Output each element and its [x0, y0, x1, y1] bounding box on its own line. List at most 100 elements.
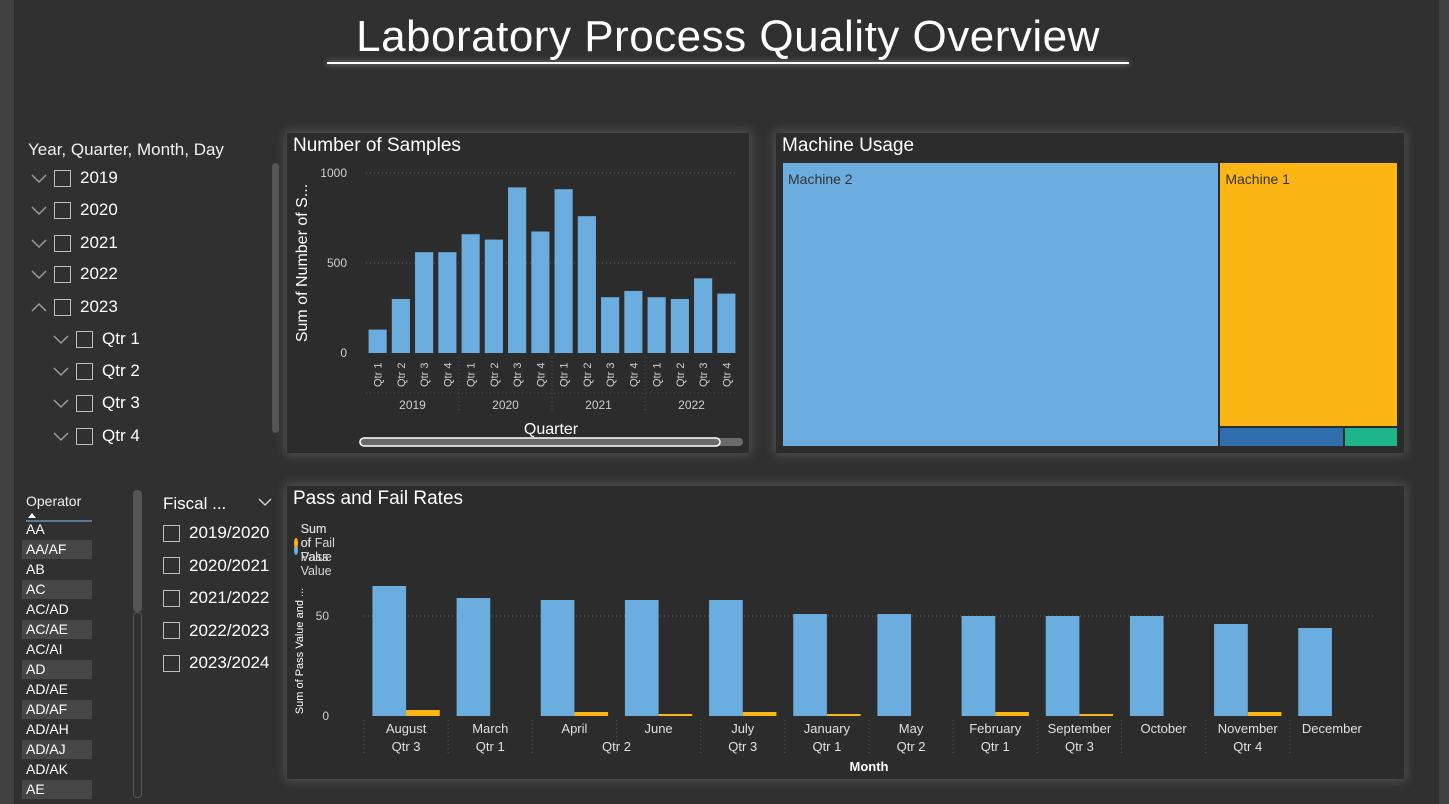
fail-bar [658, 714, 693, 716]
chevron-down-icon[interactable] [52, 427, 70, 445]
checkbox[interactable] [76, 330, 93, 348]
tree-quarter-2[interactable]: Qtr 2 [52, 361, 140, 381]
operator-item[interactable]: AC/AD [26, 601, 69, 617]
tree-quarter-4[interactable]: Qtr 4 [52, 426, 140, 446]
tree-year-label: 2022 [80, 264, 118, 283]
fail-bar [1247, 712, 1282, 716]
operator-item[interactable]: AC [22, 580, 92, 599]
right-frame [1439, 0, 1449, 804]
checkbox[interactable] [163, 589, 180, 607]
bar [624, 290, 643, 353]
operator-item[interactable]: AC/AE [22, 620, 92, 639]
page-title: Laboratory Process Quality Overview [356, 12, 1100, 61]
fiscal-item[interactable]: 2021/2022 [163, 588, 269, 608]
checkbox[interactable] [54, 265, 71, 283]
operator-item[interactable]: AD [22, 660, 92, 679]
fiscal-item[interactable]: 2020/2021 [163, 556, 269, 576]
treemap-tile-machine-2[interactable]: Machine 2 [782, 162, 1220, 447]
treemap-tile-machine-1[interactable]: Machine 1 [1219, 162, 1398, 428]
tree-quarter-1[interactable]: Qtr 1 [52, 329, 140, 349]
bar [670, 299, 689, 353]
operator-scroll-thumb[interactable] [133, 490, 142, 612]
operator-item[interactable]: AE [22, 780, 92, 799]
tree-year-2019[interactable]: 2019 [30, 168, 118, 188]
quarter-tick-label: Qtr 2 [602, 739, 631, 754]
title-underline [327, 62, 1129, 64]
date-slicer-scrollbar[interactable] [272, 163, 279, 433]
checkbox[interactable] [76, 394, 93, 412]
fiscal-item[interactable]: 2023/2024 [163, 653, 269, 673]
tree-year-2023[interactable]: 2023 [30, 297, 118, 317]
tree-year-2022[interactable]: 2022 [30, 264, 118, 284]
treemap-tile[interactable] [1219, 427, 1345, 447]
x-tick-label: Qtr 4 [628, 363, 640, 387]
fiscal-item[interactable]: 2022/2023 [163, 621, 269, 641]
chevron-down-icon[interactable] [52, 394, 70, 412]
operator-item[interactable]: AA [26, 521, 45, 537]
month-tick-label: May [899, 721, 924, 736]
chevron-up-icon[interactable] [30, 298, 48, 316]
operator-item[interactable]: AD/AF [22, 700, 92, 719]
tree-year-label: 2021 [80, 233, 118, 252]
checkbox[interactable] [163, 654, 180, 672]
operator-item[interactable]: AC/AI [26, 641, 63, 657]
operator-scroll-track[interactable] [133, 612, 142, 798]
bar [554, 189, 573, 353]
y-tick-label: 1000 [320, 166, 347, 180]
checkbox[interactable] [163, 524, 180, 542]
bar [415, 252, 434, 353]
month-tick-label: October [1140, 721, 1187, 736]
year-group-label: 2021 [585, 398, 612, 412]
pass-bar [624, 600, 659, 716]
operator-item[interactable]: AD/AH [26, 721, 69, 737]
left-frame [0, 0, 14, 804]
checkbox[interactable] [54, 201, 71, 219]
quarter-tick-label: Qtr 3 [392, 739, 421, 754]
checkbox[interactable] [76, 427, 93, 445]
x-tick-label: Qtr 1 [373, 363, 385, 387]
checkbox[interactable] [163, 622, 180, 639]
samples-panel[interactable]: Number of Samples [287, 133, 749, 453]
operator-item[interactable]: AD/AJ [22, 740, 92, 759]
chevron-down-icon[interactable] [30, 234, 48, 252]
operator-item[interactable]: AA/AF [22, 540, 92, 559]
chevron-down-icon[interactable] [30, 265, 48, 283]
y-axis-label: Sum of Pass Value and ... [294, 588, 306, 714]
operator-item[interactable]: AB [26, 561, 45, 577]
legend-item[interactable]: Sum of Pass Value [294, 522, 338, 578]
h-scroll-thumb[interactable] [359, 437, 721, 447]
operator-item[interactable]: AD/AK [26, 761, 69, 777]
checkbox[interactable] [54, 169, 71, 187]
pass-bar [961, 616, 996, 716]
tree-year-label: 2019 [80, 168, 118, 187]
fiscal-item[interactable]: 2019/2020 [163, 523, 269, 543]
y-tick-label: 500 [327, 256, 347, 270]
year-group-label: 2019 [399, 398, 426, 412]
chevron-down-icon[interactable] [30, 201, 48, 219]
operator-item[interactable]: AD/AE [26, 681, 69, 697]
tree-quarter-3[interactable]: Qtr 3 [52, 393, 140, 413]
checkbox[interactable] [54, 298, 71, 316]
checkbox[interactable] [163, 557, 180, 574]
machine-treemap: Machine 2 Machine 1 [782, 162, 1398, 447]
x-tick-label: Qtr 2 [396, 363, 408, 387]
tree-year-2020[interactable]: 2020 [30, 200, 118, 220]
date-slicer-title: Year, Quarter, Month, Day [28, 140, 224, 159]
checkbox[interactable] [54, 234, 71, 252]
chevron-down-icon[interactable] [30, 169, 48, 187]
treemap-label: Machine 2 [788, 171, 853, 187]
treemap-tile[interactable] [1344, 427, 1398, 447]
legend-item[interactable]: Sum of Fail Value [294, 522, 338, 564]
chevron-down-icon[interactable] [52, 362, 70, 380]
chevron-down-icon[interactable] [258, 496, 272, 508]
checkbox[interactable] [76, 362, 93, 380]
chevron-down-icon[interactable] [52, 330, 70, 348]
pass-bar [540, 600, 575, 716]
x-tick-label: Qtr 1 [652, 363, 664, 387]
operator-header[interactable]: Operator [26, 493, 82, 509]
x-tick-label: Qtr 3 [512, 363, 524, 387]
bar [717, 293, 736, 353]
quarter-tick-label: Qtr 1 [812, 739, 841, 754]
tree-year-2021[interactable]: 2021 [30, 233, 118, 253]
fiscal-item-label: 2019/2020 [189, 523, 270, 542]
